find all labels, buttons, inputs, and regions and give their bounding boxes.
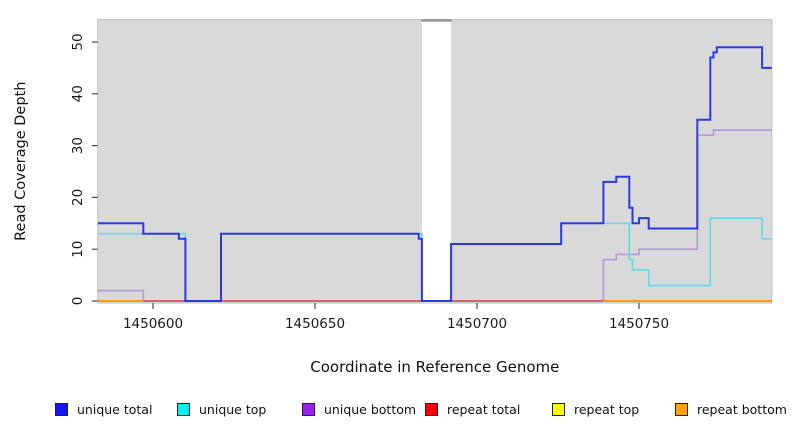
y-tick-label: 20: [70, 189, 86, 206]
x-tick-label: 1450750: [609, 316, 669, 332]
legend-label: unique total: [77, 401, 153, 417]
series-unique-total-line: [97, 46, 772, 302]
legend-label: unique bottom: [324, 401, 417, 417]
legend-item-unique-bottom: unique bottom: [302, 401, 416, 417]
legend-label: repeat top: [574, 401, 640, 417]
x-tick-label: 1450600: [123, 316, 183, 332]
chart-legend: unique total unique top unique bottom repea…: [0, 401, 792, 421]
legend-label: repeat bottom: [697, 401, 787, 417]
legend-label: unique top: [199, 401, 267, 417]
legend-item-repeat-total: repeat total: [425, 401, 520, 417]
legend-swatch-unique-top: [177, 402, 190, 416]
y-tick-label: 40: [70, 85, 86, 102]
legend-swatch-repeat-bottom: [675, 402, 688, 416]
coverage-chart: 0 10 20 30 40 50 1450600 1450650 1450700 1450750 R…: [13, 18, 773, 376]
legend-item-unique-top: unique top: [177, 401, 266, 417]
masked-region: [421, 20, 452, 303]
legend-swatch-unique-bottom: [302, 402, 315, 416]
x-tick-label: 1450700: [447, 316, 507, 332]
y-tick-label: 50: [70, 33, 86, 50]
legend-swatch-unique-total: [55, 402, 68, 416]
x-axis-label: Coordinate in Reference Genome: [310, 358, 559, 376]
y-tick-label: 10: [70, 241, 86, 258]
legend-label: repeat total: [447, 401, 521, 417]
y-tick-label: 0: [70, 297, 86, 306]
legend-item-repeat-bottom: repeat bottom: [675, 401, 787, 417]
legend-item-unique-total: unique total: [55, 401, 152, 417]
legend-item-repeat-top: repeat top: [552, 401, 639, 417]
y-tick-label: 30: [70, 137, 86, 154]
legend-swatch-repeat-total: [425, 402, 438, 416]
legend-swatch-repeat-top: [552, 402, 565, 416]
x-tick-label: 1450650: [285, 316, 345, 332]
y-axis-label: Read Coverage Depth: [13, 82, 29, 241]
